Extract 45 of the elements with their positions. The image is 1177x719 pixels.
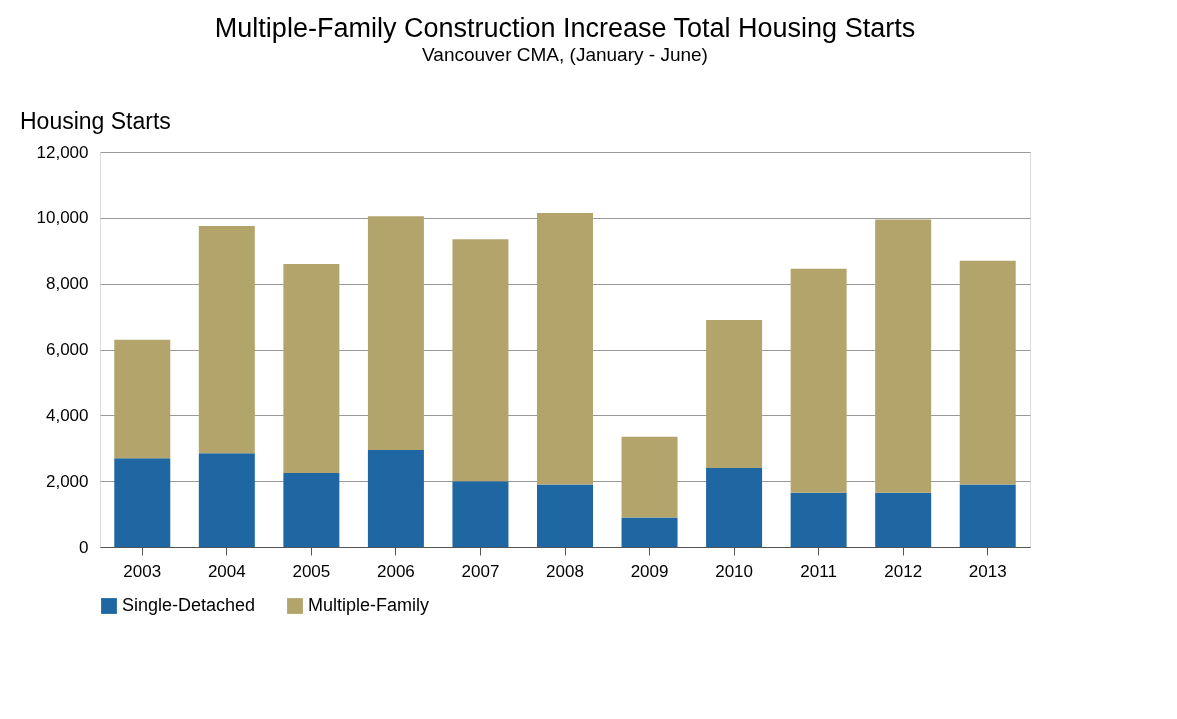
bar (706, 319, 763, 468)
bar (452, 239, 509, 482)
x-tick-label: 2007 (461, 561, 500, 581)
bar (790, 268, 847, 493)
y-tick-label: 4,000 (45, 405, 89, 425)
bar (367, 449, 424, 547)
bar (621, 517, 678, 547)
x-tick-label: 2006 (377, 561, 415, 581)
bar (875, 492, 932, 547)
x-tick-label: 2003 (123, 561, 162, 581)
x-tick-label: 2010 (715, 561, 753, 581)
x-tick-label: 2004 (207, 561, 246, 581)
y-tick-label: 0 (79, 537, 89, 557)
bar (706, 468, 763, 547)
x-tick-label: 2011 (800, 561, 837, 581)
chart-subtitle: Vancouver CMA, (January - June) (422, 44, 708, 65)
bar (790, 492, 847, 547)
bar (959, 260, 1016, 485)
legend-label: Single-Detached (122, 595, 256, 615)
bar (452, 481, 509, 547)
bar (198, 453, 255, 547)
chart-title: Multiple-Family Construction Increase Total Housing Starts (214, 13, 916, 43)
x-tick-label: 2009 (630, 561, 669, 581)
bar (959, 484, 1016, 547)
bar (367, 216, 424, 450)
bar (875, 219, 932, 493)
y-tick-label: 8,000 (45, 274, 89, 294)
bar (198, 226, 255, 454)
bar (537, 212, 593, 485)
y-tick-label: 2,000 (45, 471, 89, 491)
legend-label: Multiple-Family (308, 595, 430, 615)
bar (537, 484, 593, 547)
y-tick-label: 10,000 (36, 208, 89, 228)
bar (283, 472, 340, 547)
x-tick-label: 2008 (546, 561, 584, 581)
bar (283, 263, 340, 473)
bar (621, 436, 678, 518)
bar (114, 339, 171, 459)
y-tick-label: 12,000 (36, 142, 89, 162)
x-tick-label: 2005 (292, 561, 331, 581)
bar (114, 458, 171, 547)
x-tick-label: 2013 (968, 561, 1007, 581)
y-axis-title: Housing Starts (20, 108, 171, 134)
x-tick-label: 2012 (884, 561, 923, 581)
y-tick-label: 6,000 (45, 340, 89, 359)
